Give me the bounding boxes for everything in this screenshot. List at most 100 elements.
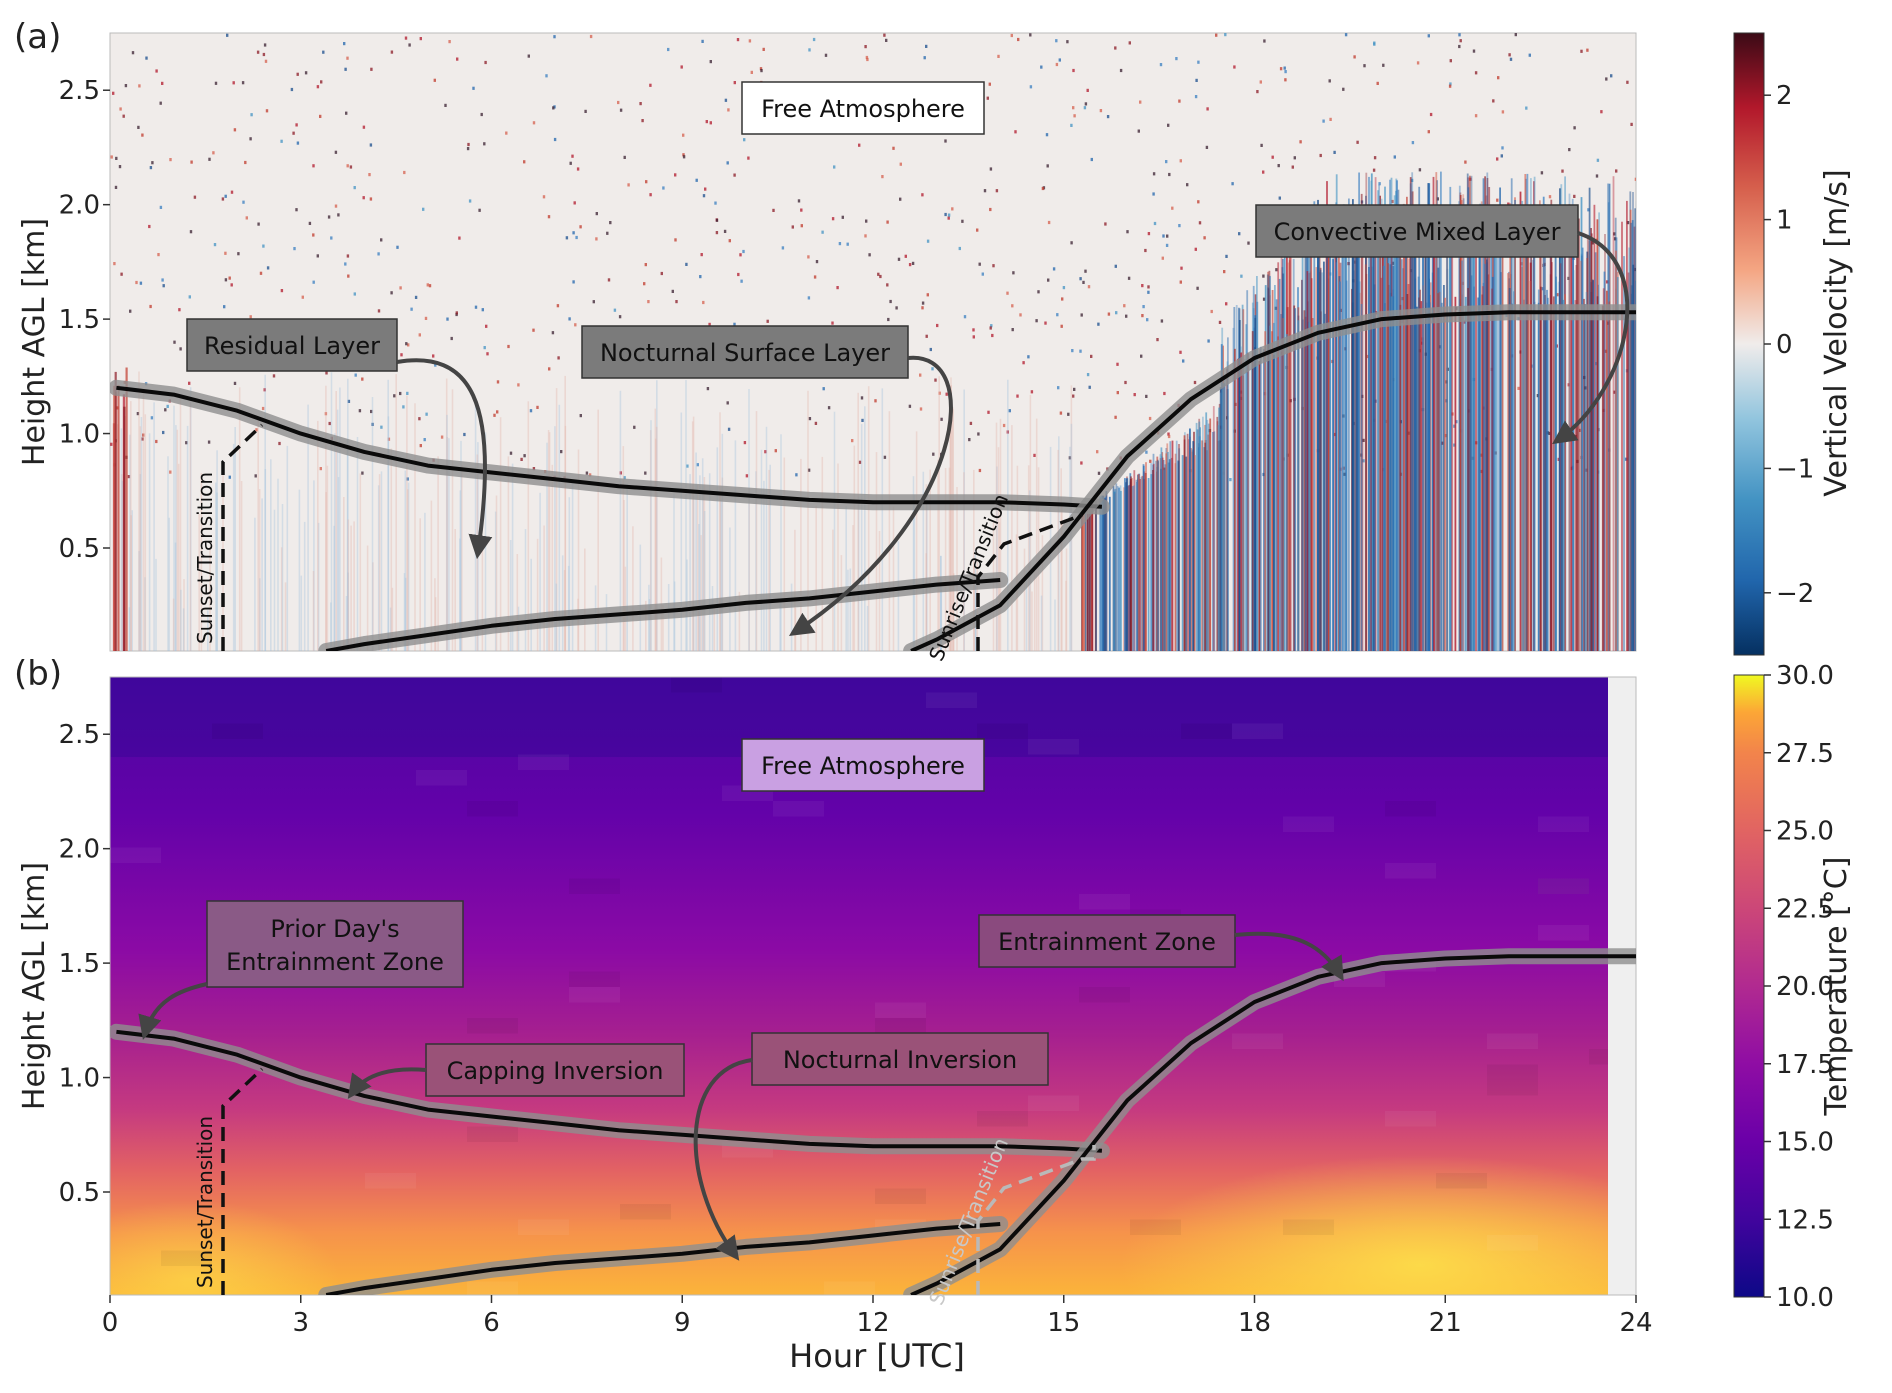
velocity-streak [1552, 296, 1555, 651]
velocity-streak [779, 603, 781, 651]
velocity-speckle [940, 417, 943, 421]
velocity-speckle [1197, 200, 1200, 204]
temperature-block [1028, 1095, 1079, 1111]
velocity-speckle [858, 143, 861, 147]
velocity-speckle [899, 162, 902, 166]
velocity-streak [474, 404, 477, 651]
velocity-streak [1593, 204, 1596, 651]
velocity-streak [1627, 299, 1630, 651]
velocity-speckle [1180, 266, 1183, 270]
velocity-speckle [947, 216, 950, 220]
velocity-streak [527, 401, 530, 651]
velocity-speckle [968, 438, 971, 442]
panel-b-entrainment-zone-box [978, 914, 1236, 968]
velocity-speckle [523, 454, 526, 458]
velocity-streak [729, 527, 731, 651]
y-tick-label: 2.0 [59, 835, 100, 865]
velocity-speckle [1145, 394, 1148, 398]
velocity-streak [1301, 280, 1303, 651]
velocity-streak [1459, 192, 1462, 651]
velocity-speckle [127, 475, 131, 479]
velocity-streak [1278, 278, 1281, 651]
velocity-speckle [831, 321, 834, 325]
velocity-speckle [1342, 87, 1345, 91]
velocity-speckle [737, 272, 740, 277]
velocity-streak [380, 471, 383, 651]
velocity-streak [864, 406, 866, 651]
velocity-streak [662, 605, 664, 651]
velocity-streak [347, 378, 349, 651]
velocity-speckle [1148, 416, 1152, 421]
velocity-speckle [334, 150, 338, 154]
velocity-streak [1396, 180, 1398, 651]
velocity-speckle [1012, 271, 1015, 275]
velocity-speckle [110, 442, 113, 446]
velocity-speckle [1333, 432, 1337, 437]
velocity-speckle [1124, 380, 1127, 385]
velocity-streak [716, 447, 719, 651]
velocity-streak [1323, 261, 1325, 651]
velocity-streak [1621, 221, 1623, 651]
velocity-speckle [245, 216, 248, 220]
velocity-streak [153, 402, 155, 651]
velocity-streak [1608, 301, 1611, 651]
velocity-speckle [1062, 286, 1066, 290]
velocity-streak [240, 481, 243, 651]
velocity-speckle [1203, 236, 1206, 240]
velocity-streak [1480, 201, 1483, 651]
velocity-streak [655, 426, 658, 651]
velocity-streak [539, 492, 541, 651]
velocity-speckle [609, 221, 612, 225]
velocity-speckle [1229, 478, 1232, 482]
velocity-speckle [945, 392, 948, 396]
velocity-speckle [148, 224, 151, 229]
velocity-streak [1061, 506, 1063, 651]
velocity-streak [200, 473, 203, 651]
velocity-speckle [1573, 126, 1576, 130]
velocity-streak [1218, 407, 1220, 651]
velocity-streak [1177, 461, 1180, 651]
velocity-speckle [881, 175, 884, 179]
velocity-streak [1321, 272, 1324, 651]
velocity-speckle [649, 193, 652, 197]
velocity-streak [840, 555, 843, 651]
velocity-streak [177, 463, 180, 651]
velocity-speckle [434, 363, 437, 367]
velocity-streak [755, 411, 758, 651]
velocity-streak [1481, 286, 1484, 651]
panel-a-residual-layer-label: Residual Layer [204, 332, 380, 360]
velocity-speckle [1260, 143, 1263, 147]
velocity-speckle [1162, 234, 1165, 238]
velocity-speckle [987, 410, 990, 414]
velocity-streak [1607, 183, 1609, 651]
velocity-streak [530, 558, 532, 651]
velocity-speckle [841, 215, 844, 219]
velocity-speckle [1464, 160, 1467, 164]
velocity-speckle [242, 200, 245, 204]
velocity-streak [1576, 240, 1578, 651]
velocity-speckle [951, 207, 954, 211]
velocity-speckle [1071, 349, 1074, 353]
velocity-speckle [836, 286, 839, 290]
velocity-speckle [129, 309, 132, 313]
velocity-streak [1308, 322, 1311, 651]
velocity-speckle [1508, 53, 1511, 57]
velocity-streak [1370, 218, 1372, 651]
velocity-speckle [483, 142, 486, 146]
velocity-speckle [444, 103, 447, 107]
velocity-streak [1118, 487, 1120, 651]
velocity-speckle [1225, 302, 1228, 306]
velocity-streak [1209, 418, 1212, 651]
velocity-streak [138, 371, 140, 651]
velocity-streak [1444, 297, 1446, 651]
velocity-speckle [1319, 153, 1322, 158]
velocity-speckle [456, 57, 459, 61]
velocity-speckle [747, 156, 750, 160]
velocity-streak [1226, 361, 1229, 651]
velocity-speckle [1040, 65, 1043, 69]
velocity-streak [131, 510, 133, 651]
velocity-speckle [228, 276, 231, 280]
velocity-speckle [304, 71, 308, 75]
temperature-block [1232, 723, 1283, 739]
